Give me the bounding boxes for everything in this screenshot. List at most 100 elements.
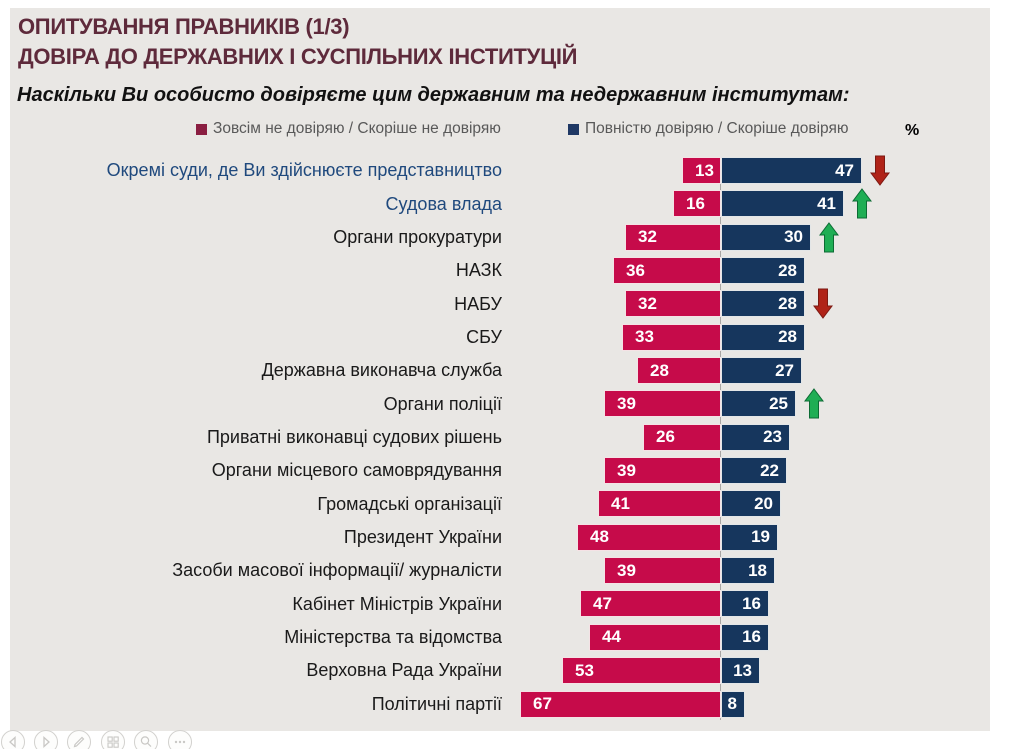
distrust-value: 16 bbox=[686, 193, 705, 213]
percent-label: % bbox=[905, 122, 920, 139]
trust-bar: 16 bbox=[721, 590, 769, 618]
distrust-bar: 16 bbox=[673, 190, 721, 218]
category-label: СБУ bbox=[466, 326, 502, 347]
slide-grid-icon bbox=[107, 736, 119, 748]
previous-arrow-icon bbox=[9, 736, 16, 748]
trust-bar: 20 bbox=[721, 490, 781, 518]
distrust-value: 32 bbox=[638, 227, 657, 247]
chart-row: Верховна Рада України 53 13 bbox=[10, 654, 990, 687]
distrust-bar: 48 bbox=[577, 523, 721, 551]
see-all-slides-button[interactable] bbox=[101, 730, 125, 749]
magnifier-icon bbox=[140, 736, 152, 748]
chart-row: Кабінет Міністрів України 47 16 bbox=[10, 587, 990, 620]
trust-bar: 41 bbox=[721, 190, 844, 218]
trust-bar: 28 bbox=[721, 290, 805, 318]
trust-value: 20 bbox=[754, 493, 773, 513]
trend-up-arrow-icon bbox=[819, 221, 839, 253]
legend-item-trust: Повністю довіряю / Скоріше довіряю bbox=[568, 120, 849, 138]
chart-row: Громадські організації 41 20 bbox=[10, 487, 990, 520]
chart-row: Міністерства та відомства 44 16 bbox=[10, 621, 990, 654]
distrust-bar: 33 bbox=[622, 323, 721, 351]
chart-row: Органи поліції 39 25 bbox=[10, 387, 990, 420]
chart-legend: Зовсім не довіряю / Скоріше не довіряю П… bbox=[10, 120, 990, 140]
distrust-bar: 67 bbox=[520, 690, 721, 718]
category-label: Органи прокуратури bbox=[333, 226, 502, 247]
distrust-bar: 28 bbox=[637, 357, 721, 385]
category-label: Окремі суди, де Ви здійснюєте представни… bbox=[106, 160, 502, 181]
trust-value: 8 bbox=[727, 694, 737, 713]
trust-bar: 18 bbox=[721, 557, 775, 585]
category-label: Міністерства та відомства bbox=[284, 626, 502, 647]
chart-row: Президент України 48 19 bbox=[10, 521, 990, 554]
distrust-bar: 41 bbox=[598, 490, 721, 518]
distrust-bar: 13 bbox=[682, 157, 721, 184]
trust-value: 23 bbox=[763, 427, 782, 447]
pen-icon bbox=[73, 736, 85, 748]
trust-value: 25 bbox=[769, 393, 788, 413]
distrust-value: 32 bbox=[638, 293, 657, 313]
distrust-value: 44 bbox=[602, 627, 621, 647]
distrust-value: 39 bbox=[617, 460, 636, 480]
trust-value: 27 bbox=[775, 360, 794, 380]
trend-down-arrow-icon bbox=[813, 288, 833, 320]
title-line-1: ОПИТУВАННЯ ПРАВНИКІВ (1/3) bbox=[18, 14, 350, 39]
title-line-2: ДОВІРА ДО ДЕРЖАВНИХ І СУСПІЛЬНИХ ІНСТИТУ… bbox=[18, 44, 578, 69]
trust-value: 41 bbox=[817, 193, 836, 213]
trust-bar: 19 bbox=[721, 523, 778, 551]
survey-question: Наскільки Ви особисто довіряєте цим держ… bbox=[17, 84, 850, 106]
distrust-value: 67 bbox=[533, 694, 552, 713]
legend-label-trust: Повністю довіряю / Скоріше довіряю bbox=[585, 120, 849, 137]
distrust-value: 33 bbox=[635, 327, 654, 347]
category-label: Кабінет Міністрів України bbox=[292, 593, 502, 614]
trust-value: 19 bbox=[751, 527, 770, 547]
next-slide-button[interactable] bbox=[34, 730, 58, 749]
trust-value: 28 bbox=[778, 293, 797, 313]
diverging-bar-chart: Окремі суди, де Ви здійснюєте представни… bbox=[10, 154, 990, 726]
chart-row: Органи місцевого самоврядування 39 22 bbox=[10, 454, 990, 487]
distrust-value: 28 bbox=[650, 360, 669, 380]
zoom-slide-button[interactable] bbox=[134, 730, 158, 749]
slideshow-toolbar bbox=[0, 730, 220, 749]
trust-value: 47 bbox=[835, 160, 854, 180]
trust-bar: 8 bbox=[721, 690, 745, 718]
category-label: НАЗК bbox=[455, 260, 502, 281]
category-label: Органи місцевого самоврядування bbox=[211, 460, 502, 481]
distrust-bar: 53 bbox=[562, 657, 721, 685]
category-label: НАБУ bbox=[454, 293, 502, 314]
slide: ОПИТУВАННЯ ПРАВНИКІВ (1/3) ДОВІРА ДО ДЕР… bbox=[10, 8, 990, 731]
category-label: Політичні партії bbox=[371, 693, 502, 714]
legend-marker-distrust-icon bbox=[196, 123, 207, 135]
previous-slide-button[interactable] bbox=[1, 730, 25, 749]
legend-marker-trust-icon bbox=[568, 123, 579, 135]
chart-row: Судова влада 16 41 bbox=[10, 187, 990, 220]
distrust-value: 47 bbox=[593, 593, 612, 613]
trust-bar: 30 bbox=[721, 223, 811, 251]
trust-value: 18 bbox=[748, 560, 767, 580]
distrust-bar: 32 bbox=[625, 290, 721, 318]
trust-bar: 28 bbox=[721, 257, 805, 285]
category-label: Верховна Рада України bbox=[306, 660, 502, 681]
pen-tools-button[interactable] bbox=[67, 730, 91, 749]
category-label: Приватні виконавці судових рішень bbox=[206, 426, 502, 447]
chart-row: Приватні виконавці судових рішень 26 23 bbox=[10, 421, 990, 454]
category-label: Органи поліції bbox=[383, 393, 502, 414]
distrust-value: 36 bbox=[626, 260, 645, 280]
distrust-bar: 47 bbox=[580, 590, 721, 618]
trust-bar: 16 bbox=[721, 623, 769, 651]
distrust-bar: 36 bbox=[613, 257, 721, 285]
chart-row: Державна виконавча служба 28 27 bbox=[10, 354, 990, 387]
more-options-button[interactable] bbox=[168, 730, 192, 749]
distrust-value: 39 bbox=[617, 560, 636, 580]
distrust-value: 53 bbox=[575, 660, 594, 680]
distrust-value: 41 bbox=[611, 493, 630, 513]
distrust-bar: 32 bbox=[625, 223, 721, 251]
trust-value: 16 bbox=[742, 627, 761, 647]
trust-value: 22 bbox=[760, 460, 779, 480]
chart-row: СБУ 33 28 bbox=[10, 321, 990, 354]
category-label: Громадські організації bbox=[317, 493, 502, 514]
trust-bar: 28 bbox=[721, 323, 805, 351]
category-label: Засоби масової інформації/ журналісти bbox=[172, 560, 502, 581]
trust-value: 28 bbox=[778, 327, 797, 347]
ellipsis-icon bbox=[174, 740, 186, 744]
chart-row: НАЗК 36 28 bbox=[10, 254, 990, 287]
